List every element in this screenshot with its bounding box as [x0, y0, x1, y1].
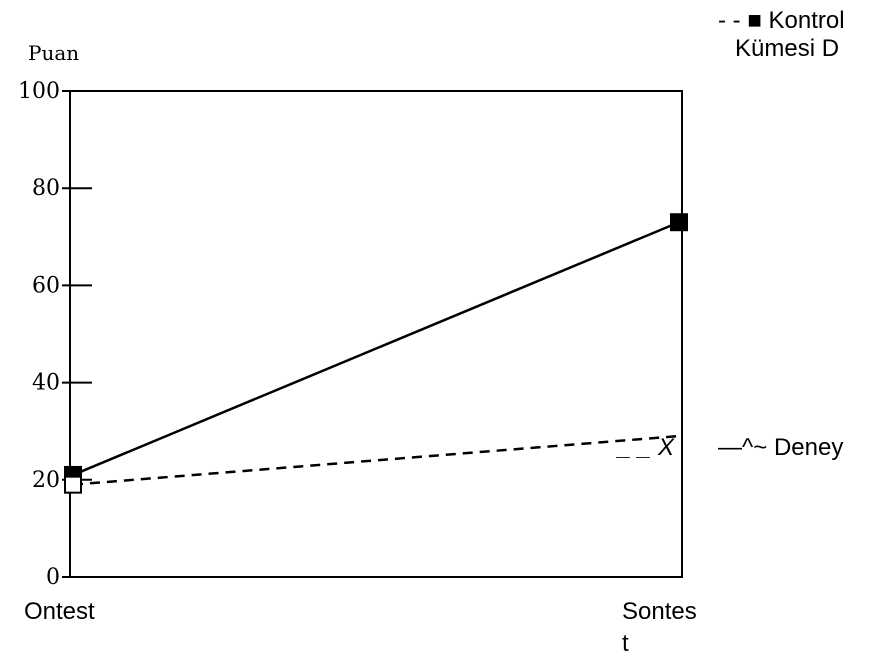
- y-axis-label: Puan: [28, 41, 79, 65]
- x-tick-label-ontest: Ontest: [24, 598, 95, 625]
- series-markers: [64, 213, 688, 494]
- legend-kontrol-line1: - - ■ Kontrol: [718, 7, 845, 34]
- marker-deney-ontest: [64, 475, 82, 494]
- series-line-kontrol: [72, 221, 680, 477]
- marker-kontrol-sontest: [670, 213, 688, 232]
- y-axis-ticks: 0 20 40 60 80 100: [18, 79, 92, 590]
- y-tick-label: 80: [32, 176, 60, 201]
- y-tick-label: 20: [32, 468, 60, 493]
- x-tick-label-sontest: Sontes t: [622, 598, 703, 657]
- y-tick-label: 60: [32, 273, 60, 298]
- series-line-deney: [72, 434, 680, 486]
- series-lines: [72, 221, 680, 486]
- y-tick-label: 100: [18, 79, 60, 104]
- y-tick-label: 0: [46, 565, 60, 590]
- plot-frame: [69, 90, 683, 578]
- legend-kontrol-line2: Kümesi D: [735, 35, 839, 62]
- deney-marker-annotation: _ _ X: [616, 434, 675, 461]
- y-tick-label: 40: [32, 371, 60, 396]
- deney-series-label: —^~ Deney: [718, 434, 843, 461]
